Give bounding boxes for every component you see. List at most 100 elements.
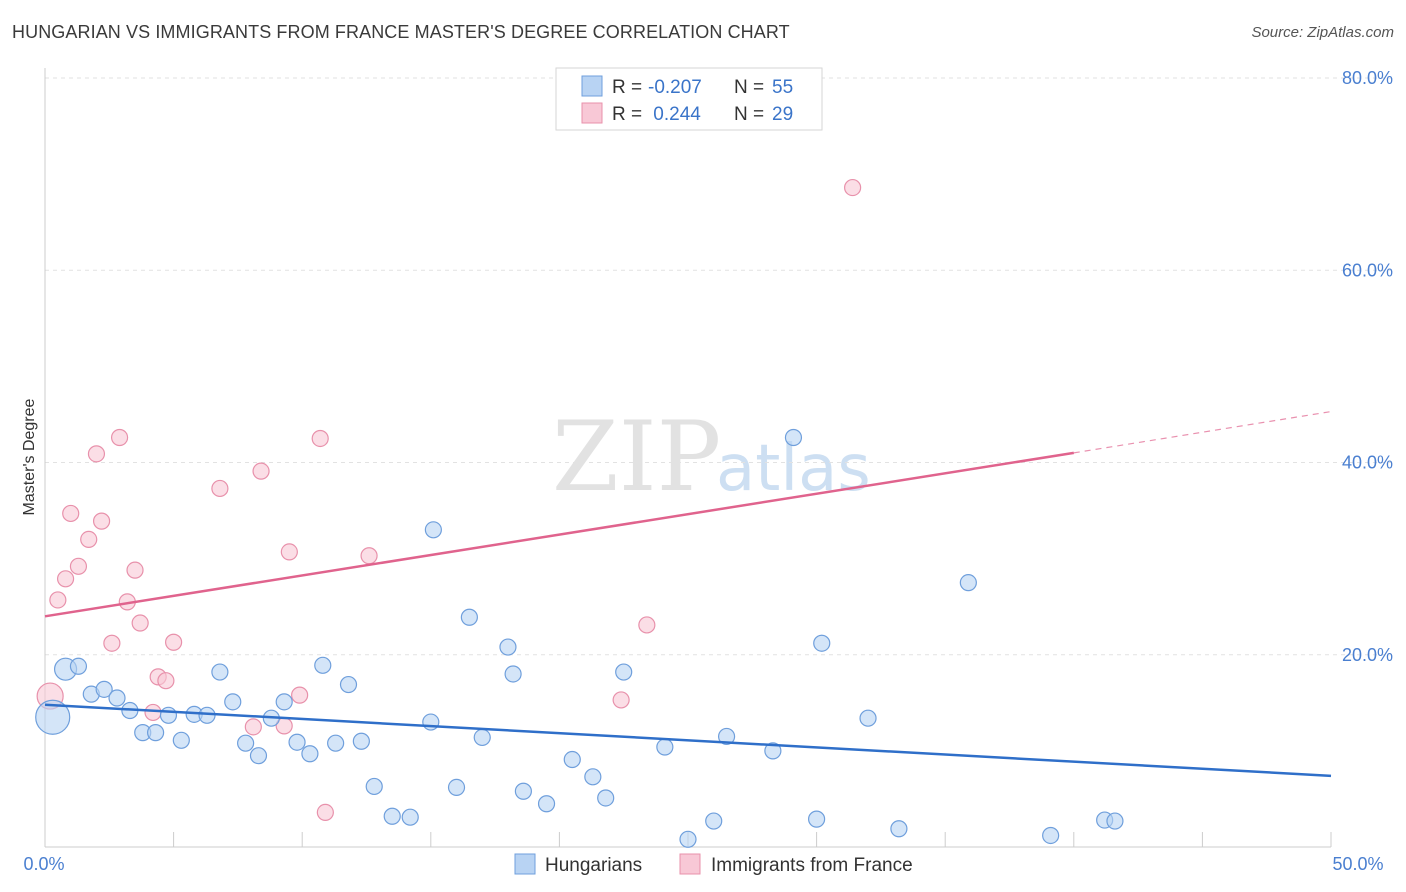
hungarians-point-42 [679, 830, 697, 848]
hungarians-point-37 [563, 750, 581, 769]
watermark-zip: ZIP [552, 401, 721, 513]
correlation-legend: R = -0.207 N = 55 R = 0.244 N = 29 [555, 67, 823, 131]
hungarians-point-38 [584, 768, 602, 786]
legend-r-label-2: R = [612, 104, 642, 125]
hungarians-point-4 [95, 680, 113, 698]
y-tick-labels: 20.0% 40.0% 60.0% 80.0% [1342, 68, 1393, 665]
x-tick-label-min: 0.0% [23, 854, 64, 874]
france-point-19 [252, 462, 270, 480]
hungarians-point-15 [237, 734, 255, 752]
y-tick-label-40: 40.0% [1342, 453, 1393, 473]
hungarians-point-26 [383, 807, 401, 825]
bottom-swatch-france [679, 853, 701, 875]
hungarians-point-22 [327, 734, 345, 752]
france-point-1 [49, 591, 67, 609]
hungarians-point-18 [275, 693, 293, 711]
hungarians-point-34 [504, 665, 522, 683]
hungarians-point-9 [159, 706, 178, 724]
france-point-13 [144, 703, 162, 722]
chart-title: HUNGARIAN VS IMMIGRANTS FROM FRANCE MAST… [12, 22, 790, 42]
trend-lines [44, 410, 1332, 778]
hungarians-point-32 [473, 728, 491, 747]
france-point-7 [92, 512, 111, 530]
y-tick-label-60: 60.0% [1342, 260, 1393, 280]
france-point-11 [126, 561, 144, 579]
hungarians-point-48 [813, 634, 831, 652]
hungarians-point-54 [1106, 812, 1124, 830]
hungarians-point-44 [717, 727, 736, 746]
hungarians-point-0 [35, 699, 71, 735]
hungarians-point-35 [514, 782, 532, 800]
france-point-22 [291, 686, 309, 704]
hungarians-point-21 [314, 656, 332, 674]
france-point-15 [157, 672, 175, 690]
hungarians-point-51 [959, 574, 977, 592]
trend-line-france [44, 451, 1074, 618]
france-point-28 [844, 178, 862, 197]
y-tick-label-20: 20.0% [1342, 645, 1393, 665]
hungarians-point-10 [172, 731, 190, 749]
france-point-27 [638, 616, 656, 634]
legend-r-label-1: R = [612, 77, 642, 98]
france-point-5 [80, 530, 98, 549]
trend-line-hungarians [44, 703, 1332, 778]
hungarians-point-23 [339, 675, 358, 694]
legend-entry-hungarians: Hungarians [545, 855, 642, 876]
legend-n-value-2: 29 [772, 104, 793, 125]
hungarians-point-36 [537, 795, 556, 813]
france-point-17 [211, 479, 229, 498]
france-point-3 [62, 504, 80, 523]
legend-entry-france: Immigrants from France [711, 855, 913, 876]
hungarians-point-31 [460, 608, 478, 626]
hungarians-point-5 [108, 689, 126, 707]
y-axis-label: Master's Degree [21, 398, 38, 515]
france-point-6 [87, 445, 106, 463]
hungarians-point-41 [656, 738, 674, 756]
france-point-18 [244, 718, 262, 736]
legend-n-value-1: 55 [772, 77, 793, 98]
series-france-points [36, 178, 862, 821]
hungarians-point-52 [1042, 826, 1060, 845]
hungarians-point-16 [249, 747, 268, 765]
hungarians-point-45 [764, 742, 782, 760]
france-point-25 [360, 547, 378, 565]
hungarians-point-12 [198, 706, 216, 724]
hungarians-point-8 [146, 724, 165, 742]
y-tick-label-80: 80.0% [1342, 68, 1393, 88]
hungarians-point-2 [69, 657, 88, 675]
x-ticks [173, 832, 1332, 847]
series-legend: Hungarians Immigrants from France [514, 853, 913, 876]
hungarians-point-27 [401, 808, 419, 826]
hungarians-point-24 [352, 732, 370, 750]
france-point-16 [165, 633, 183, 651]
legend-swatch-france [581, 102, 603, 124]
source-credit: Source: ZipAtlas.com [1251, 24, 1394, 41]
france-point-4 [69, 557, 88, 575]
france-point-8 [103, 634, 121, 652]
hungarians-point-39 [597, 789, 615, 807]
france-point-9 [110, 428, 129, 447]
legend-r-value-2: 0.244 [648, 104, 701, 125]
bottom-swatch-hungarians [514, 853, 536, 875]
hungarians-point-19 [288, 733, 306, 751]
gridlines [45, 77, 1392, 656]
hungarians-point-46 [784, 428, 803, 447]
legend-n-label-1: N = [734, 77, 764, 98]
hungarians-point-47 [807, 810, 826, 828]
legend-r-value-1: -0.207 [648, 77, 702, 98]
legend-swatch-hungarians [581, 75, 603, 97]
hungarians-point-50 [890, 820, 908, 838]
hungarians-point-33 [499, 638, 517, 656]
hungarians-point-20 [301, 745, 319, 763]
hungarians-point-14 [224, 693, 242, 711]
france-point-26 [612, 691, 630, 709]
trend-line-france-extension [1073, 410, 1332, 454]
series-hungarians-points [35, 428, 1124, 848]
france-point-12 [131, 614, 149, 632]
france-point-2 [56, 570, 75, 588]
france-point-21 [280, 543, 298, 561]
france-point-24 [316, 803, 334, 821]
x-tick-label-max: 50.0% [1332, 854, 1383, 874]
hungarians-point-25 [365, 777, 383, 796]
